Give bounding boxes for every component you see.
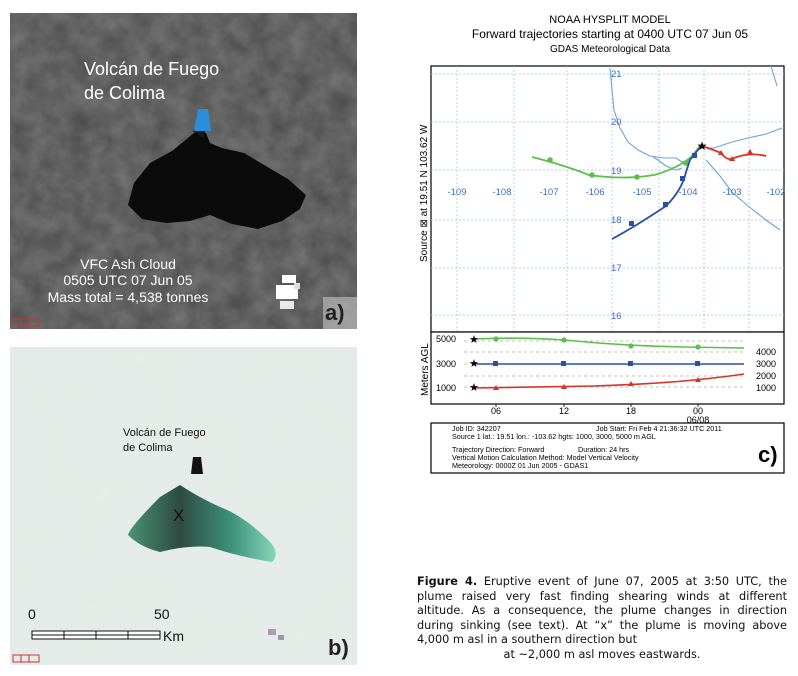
lat-label: 17	[611, 263, 622, 274]
source-star-icon: ★	[697, 139, 708, 153]
trajectory-1000m	[701, 145, 767, 161]
time-tick: 06	[491, 406, 501, 416]
height-profile-1000m	[473, 373, 745, 389]
scale-unit-label: Km	[163, 628, 184, 644]
lat-labels: 21 20 19 18 17 16	[611, 69, 622, 322]
hysplit-data-source: GDAS Meteorological Data	[550, 44, 670, 55]
left-height-label: 1000	[436, 383, 456, 393]
trajectory-5000m	[531, 145, 701, 179]
scale-bar	[31, 630, 161, 640]
figure-caption-text: Eruptive event of June 07, 2005 at 3:50 …	[417, 575, 787, 646]
volcano-marker-icon	[194, 109, 211, 131]
job-start: Job Start: Fri Feb 4 21:36:32 UTC 2011	[596, 424, 722, 433]
volcano-name-line2: de Colima	[84, 83, 166, 103]
panel-c-label: c)	[758, 442, 778, 467]
right-height-label: 2000	[756, 371, 776, 381]
duration: Duration: 24 hrs	[578, 445, 630, 454]
left-height-labels: 5000 3000 1000	[436, 334, 456, 393]
source-location-label: Source ⊠ at 19.51 N 103.62 W	[419, 124, 430, 262]
trajectory-3000m-markers	[629, 153, 697, 226]
meteorology: Meteorology: 0000Z 01 Jun 2005 - GDAS1	[452, 461, 588, 470]
trajectory-1000m-markers	[718, 149, 753, 161]
vertical-motion: Vertical Motion Calculation Method: Mode…	[452, 453, 639, 462]
lon-label: -108	[492, 187, 511, 198]
logo-icon	[12, 654, 40, 663]
lat-label: 18	[611, 215, 622, 226]
source-line: Source 1 lat.: 19.51 lon.: -103.62 hgts:…	[452, 432, 656, 441]
date-tick: 06/08	[687, 415, 710, 425]
lat-label: 19	[611, 166, 622, 177]
volcano-name-line1: Volcán de Fuego	[123, 427, 206, 439]
volcano-name-line2: de Colima	[123, 442, 173, 454]
panel-a-satellite-image: Volcán de Fuego de Colima VFC Ash Cloud …	[10, 13, 357, 329]
lon-labels: -109 -108 -107 -106 -105 -104 -103 -102	[447, 187, 785, 198]
coastline	[609, 67, 783, 231]
map-grid	[431, 66, 784, 332]
left-height-label: 5000	[436, 334, 456, 344]
right-height-label: 3000	[756, 359, 776, 369]
right-height-label: 1000	[756, 383, 776, 393]
svg-text:★: ★	[469, 333, 479, 346]
hysplit-title: NOAA HYSPLIT MODEL	[549, 14, 670, 26]
time-tick: 00	[693, 406, 703, 416]
time-tick: 12	[559, 406, 569, 416]
volcano-name-line1: Volcán de Fuego	[84, 59, 219, 79]
hysplit-subtitle: Forward trajectories starting at 0400 UT…	[472, 27, 748, 41]
plume-x-marker: X	[173, 506, 184, 525]
lat-label: 16	[611, 311, 622, 322]
info-line2: 0505 UTC 07 Jun 05	[63, 272, 192, 288]
scale-zero-label: 0	[28, 606, 36, 622]
lat-label: 21	[611, 69, 622, 80]
job-info-text: Job ID: 342207 Job Start: Fri Feb 4 21:3…	[452, 424, 722, 470]
volcano-marker-icon	[191, 457, 203, 474]
time-tick: 18	[626, 406, 636, 416]
trajectory-direction: Trajectory Direction: Forward	[452, 445, 544, 454]
lon-label: -107	[539, 187, 558, 198]
lon-label: -109	[447, 187, 466, 198]
ash-plume	[128, 485, 276, 562]
figure-label: Figure 4.	[417, 575, 478, 588]
lat-label: 20	[611, 117, 622, 128]
panel-c-hysplit-plot: NOAA HYSPLIT MODEL Forward trajectories …	[419, 14, 786, 474]
info-line3: Mass total = 4,538 tonnes	[48, 289, 209, 305]
lon-label: -105	[632, 187, 651, 198]
left-height-label: 3000	[436, 359, 456, 369]
right-height-labels: 4000 3000 2000 1000	[756, 347, 776, 393]
info-line1: VFC Ash Cloud	[80, 256, 176, 272]
job-id: Job ID: 342207	[452, 424, 501, 433]
panel-b-label: b)	[328, 635, 349, 660]
snow-patches	[276, 275, 300, 309]
map-frame	[430, 65, 785, 333]
panel-a-label: a)	[325, 300, 345, 325]
ash-cloud	[128, 132, 306, 229]
panel-b-satellite-image: Volcán de Fuego de Colima X 0 50 Km b)	[10, 347, 357, 665]
lon-label: -103	[722, 187, 741, 198]
figure-caption: Figure 4. Eruptive event of June 07, 200…	[417, 575, 787, 662]
job-info-box	[430, 422, 785, 474]
height-profile-frame	[430, 331, 785, 405]
height-axis-label: Meters AGL	[420, 343, 431, 396]
right-height-label: 4000	[756, 347, 776, 357]
svg-text:★: ★	[469, 381, 479, 394]
figure-caption-last-line: at ~2,000 m asl moves eastwards.	[503, 647, 701, 661]
svg-text:★: ★	[469, 357, 479, 370]
lon-label: -106	[585, 187, 604, 198]
scale-fifty-label: 50	[154, 606, 170, 622]
time-tick-labels: 06 12 18 00 06/08	[491, 406, 709, 425]
trajectory-5000m-markers	[547, 157, 689, 180]
logo-icon	[12, 318, 40, 327]
lon-label: -104	[678, 187, 697, 198]
lon-label: -102	[766, 187, 785, 198]
